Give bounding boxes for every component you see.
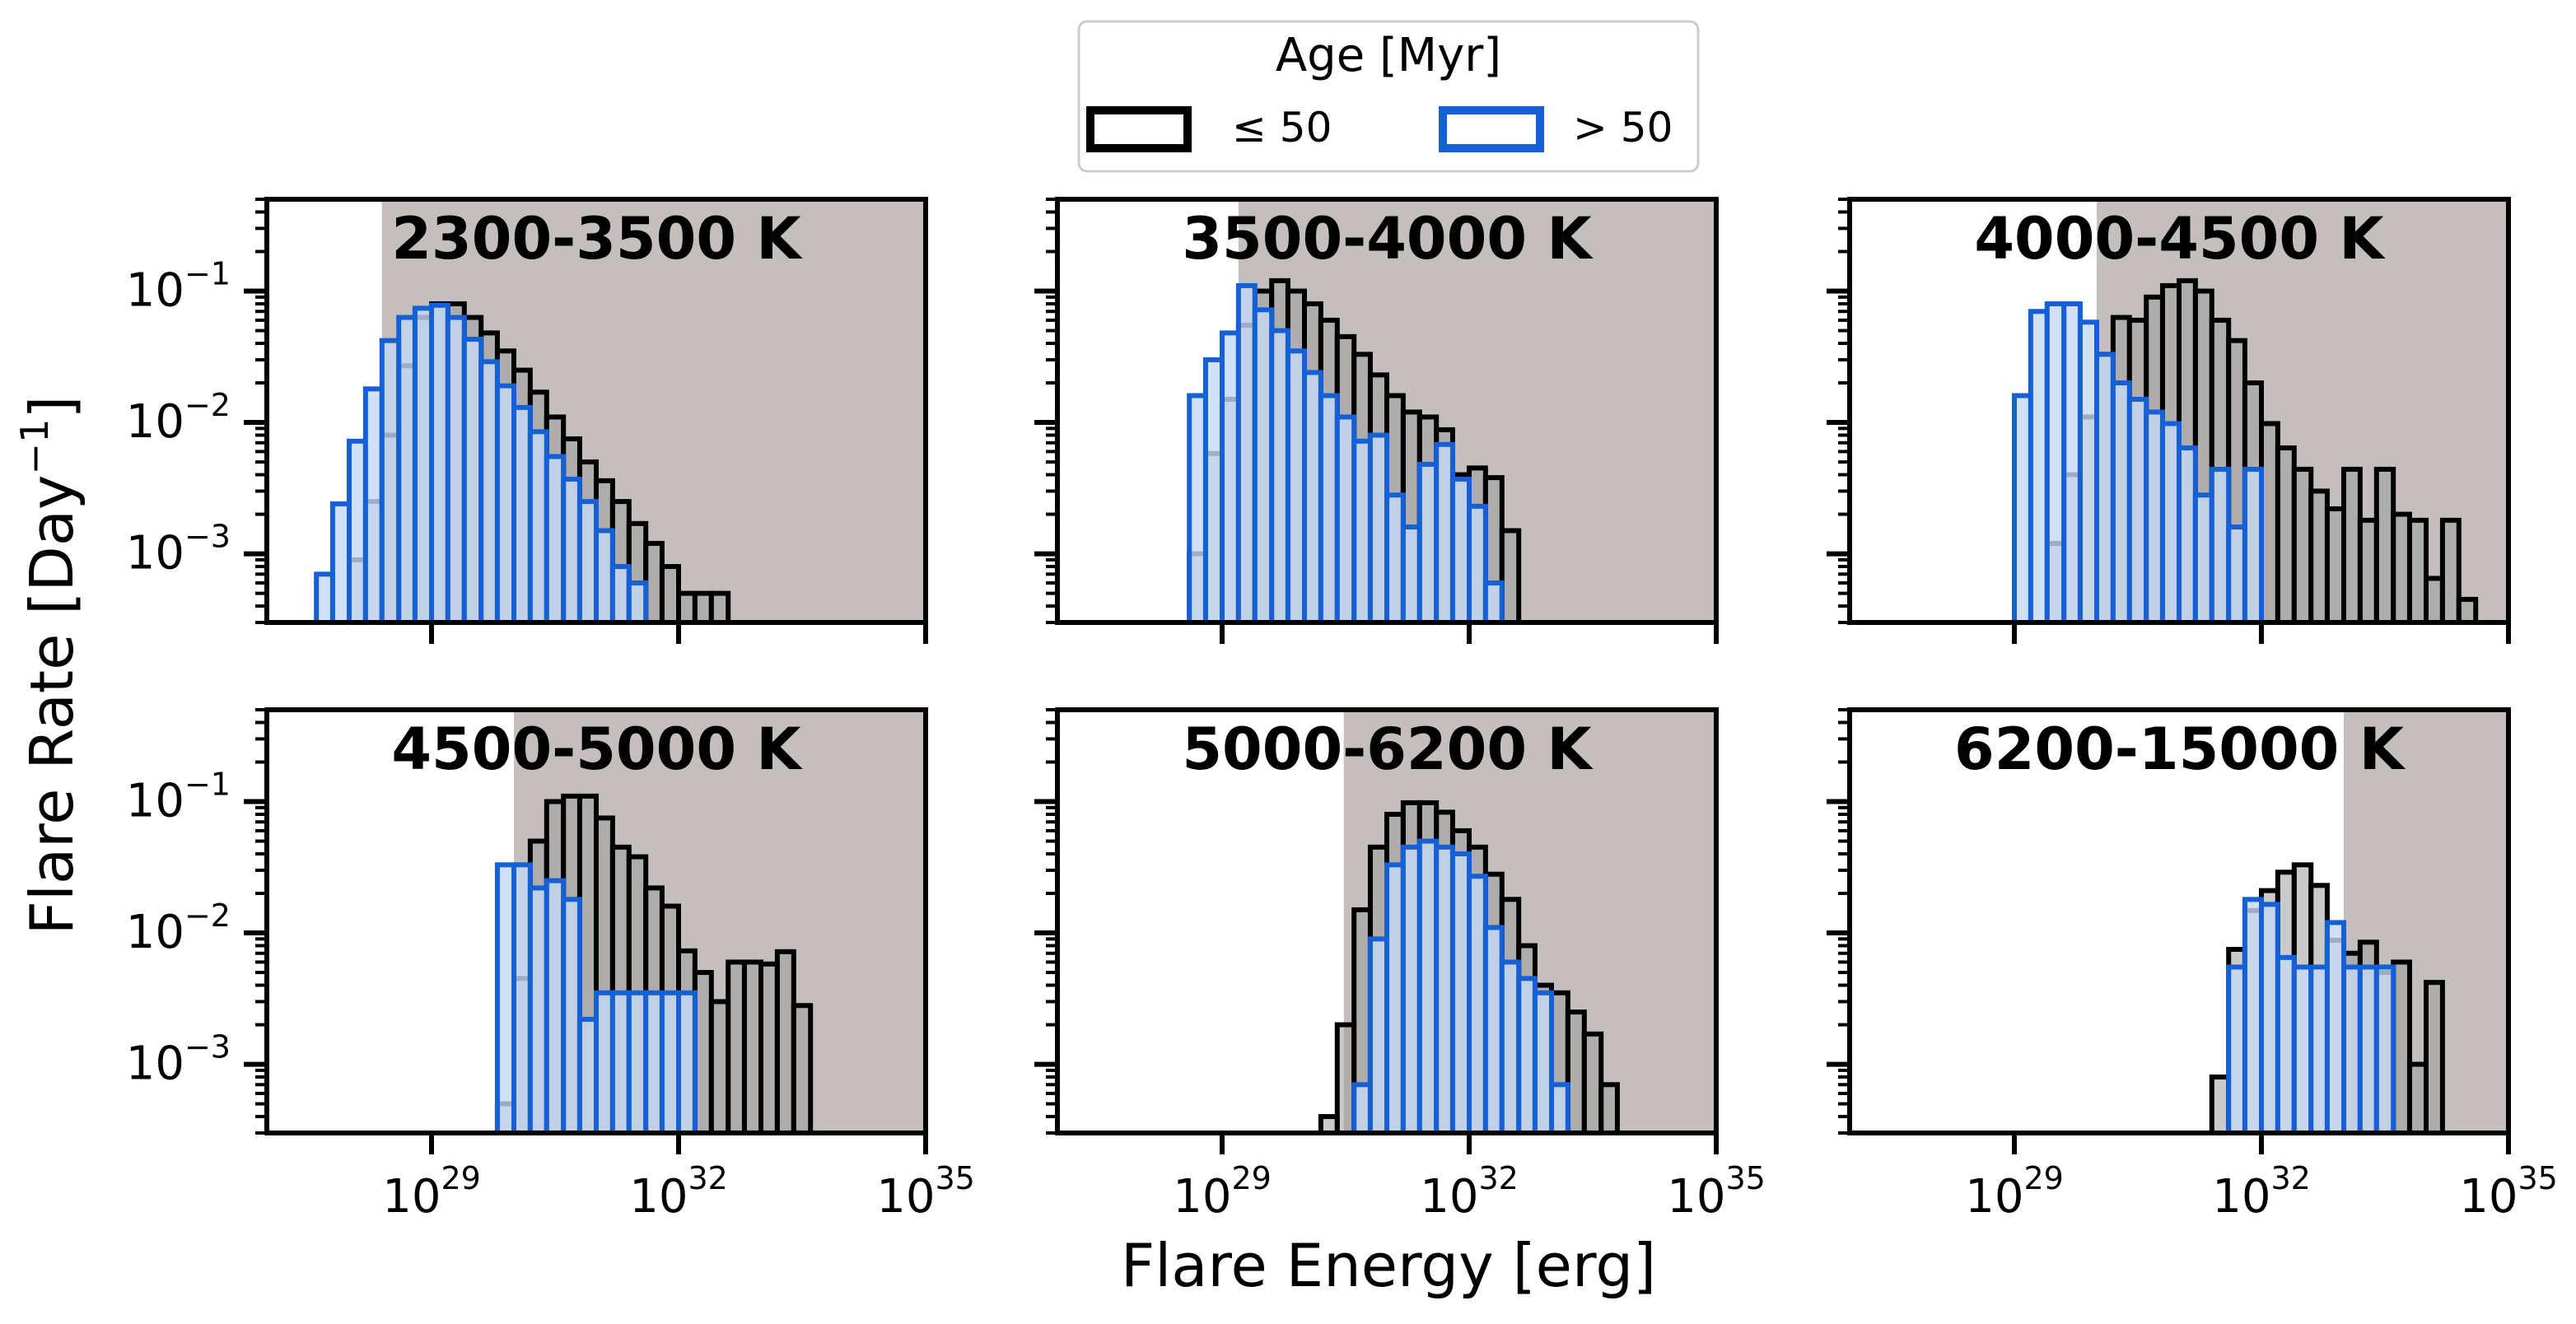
panel-frame bbox=[1847, 197, 2511, 625]
bar-young bbox=[1598, 1082, 1620, 1135]
panel-title: 4500-5000 K bbox=[391, 716, 803, 783]
x-tick-label: 1035 bbox=[876, 1160, 975, 1224]
bar-old bbox=[412, 305, 434, 625]
bar-old bbox=[2242, 897, 2265, 1135]
bar-old bbox=[1416, 461, 1440, 625]
bar-old bbox=[1532, 990, 1555, 1135]
bar-young bbox=[708, 999, 731, 1135]
bar-old bbox=[1549, 1082, 1570, 1135]
bar-young bbox=[1499, 528, 1522, 626]
bar-old bbox=[1367, 936, 1390, 1136]
bar-old bbox=[2373, 964, 2396, 1136]
bar-old bbox=[1499, 959, 1522, 1135]
y-tick-label: 10−1 bbox=[126, 256, 231, 318]
bar-old bbox=[576, 1016, 600, 1135]
bar-old bbox=[2077, 319, 2100, 625]
panel-6: 6200-15000 K 1029 1032 1035 bbox=[1827, 707, 2558, 1224]
bar-young bbox=[659, 564, 682, 626]
bar-young bbox=[2291, 466, 2314, 625]
panel-frame bbox=[1055, 197, 1719, 625]
bar-old bbox=[2126, 396, 2149, 625]
panel-2: 3500-4000 K bbox=[1034, 197, 1719, 644]
bar-old bbox=[1367, 432, 1390, 625]
bar-young bbox=[2424, 980, 2445, 1135]
panel-1: 2300-3500 K 10−1 10−2 10−3 bbox=[126, 197, 928, 644]
bar-young bbox=[2373, 466, 2396, 625]
bar-young bbox=[1334, 1022, 1357, 1136]
x-tick-label: 1035 bbox=[1667, 1160, 1766, 1224]
panels-group: 2300-3500 K 10−1 10−2 10−3 3500-4000 K 4000-4… bbox=[126, 197, 2558, 1224]
x-tick-label: 1035 bbox=[2459, 1160, 2558, 1224]
bar-old bbox=[1482, 580, 1505, 626]
bar-old bbox=[1449, 851, 1472, 1135]
bar-old bbox=[626, 580, 649, 626]
bar-old bbox=[2242, 466, 2265, 625]
bar-old bbox=[544, 878, 567, 1136]
bar-old bbox=[2291, 964, 2314, 1136]
y-tick-label: 10−2 bbox=[126, 387, 231, 449]
bar-young bbox=[2209, 1075, 2232, 1135]
y-axis-label: Flare Rate [Day−1] bbox=[12, 396, 86, 935]
bar-old bbox=[494, 862, 517, 1136]
x-tick-label: 1029 bbox=[1965, 1160, 2064, 1224]
bar-young bbox=[2406, 517, 2429, 625]
bar-young bbox=[791, 1003, 814, 1136]
bar-old bbox=[1202, 357, 1225, 625]
panel-title: 2300-3500 K bbox=[391, 205, 803, 273]
bar-young bbox=[2406, 1061, 2429, 1135]
bar-old bbox=[494, 383, 517, 625]
legend-swatch-old bbox=[1439, 106, 1544, 152]
bar-young bbox=[2324, 506, 2347, 625]
bar-old bbox=[1449, 476, 1472, 625]
panel-title: 6200-15000 K bbox=[1954, 716, 2406, 783]
bar-old bbox=[2159, 421, 2182, 625]
x-tick-label: 1029 bbox=[382, 1160, 481, 1224]
y-tick-label: 10−2 bbox=[126, 897, 231, 959]
y-tick-label: 10−3 bbox=[126, 519, 231, 580]
x-tick-label: 1032 bbox=[629, 1160, 728, 1224]
bar-old bbox=[2209, 466, 2232, 625]
x-tick-label: 1032 bbox=[1420, 1160, 1519, 1224]
y-tick-label: 10−3 bbox=[126, 1029, 231, 1091]
panel-title: 5000-6200 K bbox=[1182, 716, 1594, 783]
legend-title: Age [Myr] bbox=[1276, 29, 1501, 82]
y-tick-label: 10−1 bbox=[126, 767, 231, 828]
panel-frame bbox=[264, 707, 928, 1135]
bar-young bbox=[708, 590, 731, 625]
panel-frame bbox=[264, 197, 928, 625]
bar-young bbox=[1581, 1031, 1604, 1135]
x-tick-label: 1032 bbox=[2212, 1160, 2311, 1224]
panel-3: 4000-4500 K bbox=[1827, 197, 2511, 644]
x-tick-label: 1029 bbox=[1173, 1160, 1272, 1224]
legend: Age [Myr] ≤ 50 > 50 bbox=[1077, 20, 1700, 173]
bar-young bbox=[2456, 596, 2479, 626]
bar-old bbox=[544, 454, 567, 625]
bar-old bbox=[2324, 920, 2347, 1135]
bar-old bbox=[1252, 307, 1275, 625]
bar-old bbox=[676, 990, 698, 1135]
panel-title: 3500-4000 K bbox=[1182, 205, 1594, 273]
x-axis-label: Flare Energy [erg] bbox=[1121, 1231, 1656, 1300]
panel-frame bbox=[1055, 707, 1719, 1135]
bar-old bbox=[576, 499, 600, 625]
legend-label-young: ≤ 50 bbox=[1232, 104, 1332, 152]
bar-old bbox=[1416, 838, 1440, 1135]
panel-title: 4000-4500 K bbox=[1974, 205, 2386, 273]
bar-old bbox=[1334, 414, 1357, 625]
bar-old bbox=[1285, 348, 1308, 625]
bar-young bbox=[741, 959, 764, 1135]
bar-old bbox=[2044, 301, 2067, 625]
bar-old bbox=[626, 990, 649, 1135]
legend-swatch-young bbox=[1086, 106, 1192, 152]
panel-5: 5000-6200 K 1029 1032 1035 bbox=[1034, 707, 1766, 1224]
panel-4: 4500-5000 K 10−1 10−2 10−3 1029 1032 1035 bbox=[126, 707, 975, 1224]
panel-frame bbox=[1847, 707, 2511, 1135]
bar-old bbox=[329, 501, 352, 625]
bar-old bbox=[659, 990, 682, 1135]
bar-old bbox=[379, 338, 402, 625]
legend-label-old: > 50 bbox=[1573, 104, 1673, 152]
bar-old bbox=[461, 336, 484, 625]
